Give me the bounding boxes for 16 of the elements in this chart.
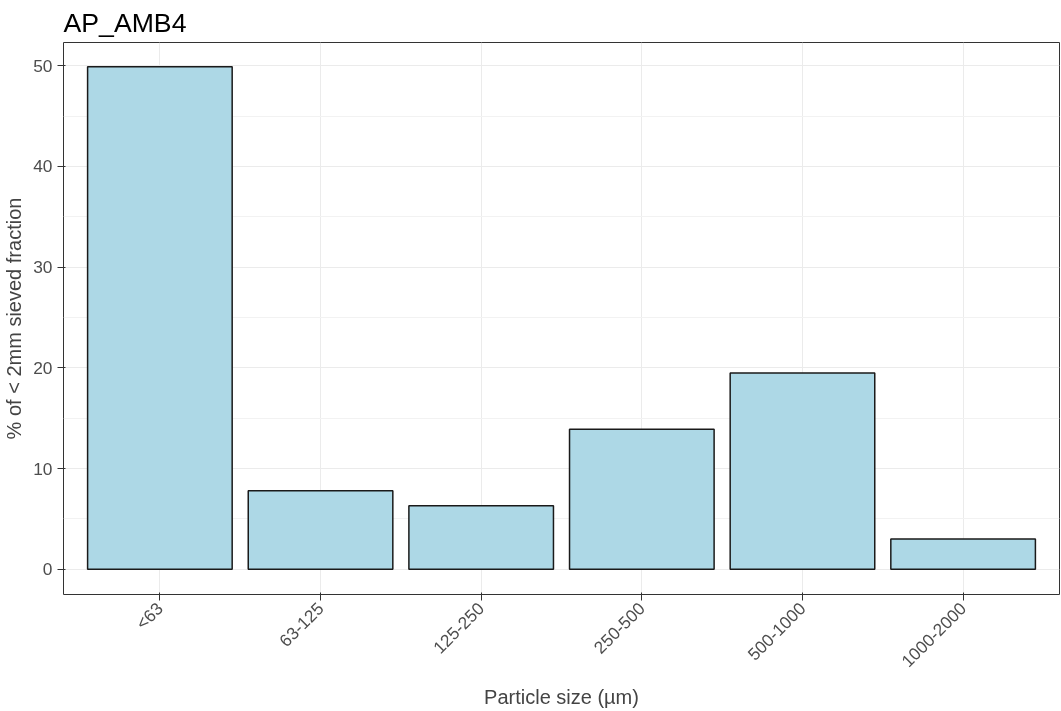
bar <box>568 428 715 571</box>
x-axis-title: Particle size (µm) <box>484 686 639 709</box>
chart-title: AP_AMB4 <box>63 7 187 38</box>
y-tick-label: 30 <box>33 257 53 278</box>
bar <box>890 538 1037 571</box>
bar <box>247 490 394 571</box>
y-tick-label: 50 <box>33 55 53 76</box>
bar <box>729 372 876 571</box>
y-tick-label: 40 <box>33 156 53 177</box>
bar <box>86 65 233 571</box>
y-tick-label: 0 <box>42 559 53 580</box>
x-tick-label: <63 <box>132 598 167 634</box>
y-tick-label: 10 <box>33 458 53 479</box>
y-tick-label: 20 <box>33 357 53 378</box>
y-axis-title: % of < 2mm sieved fraction <box>3 197 26 440</box>
bar <box>408 505 555 571</box>
